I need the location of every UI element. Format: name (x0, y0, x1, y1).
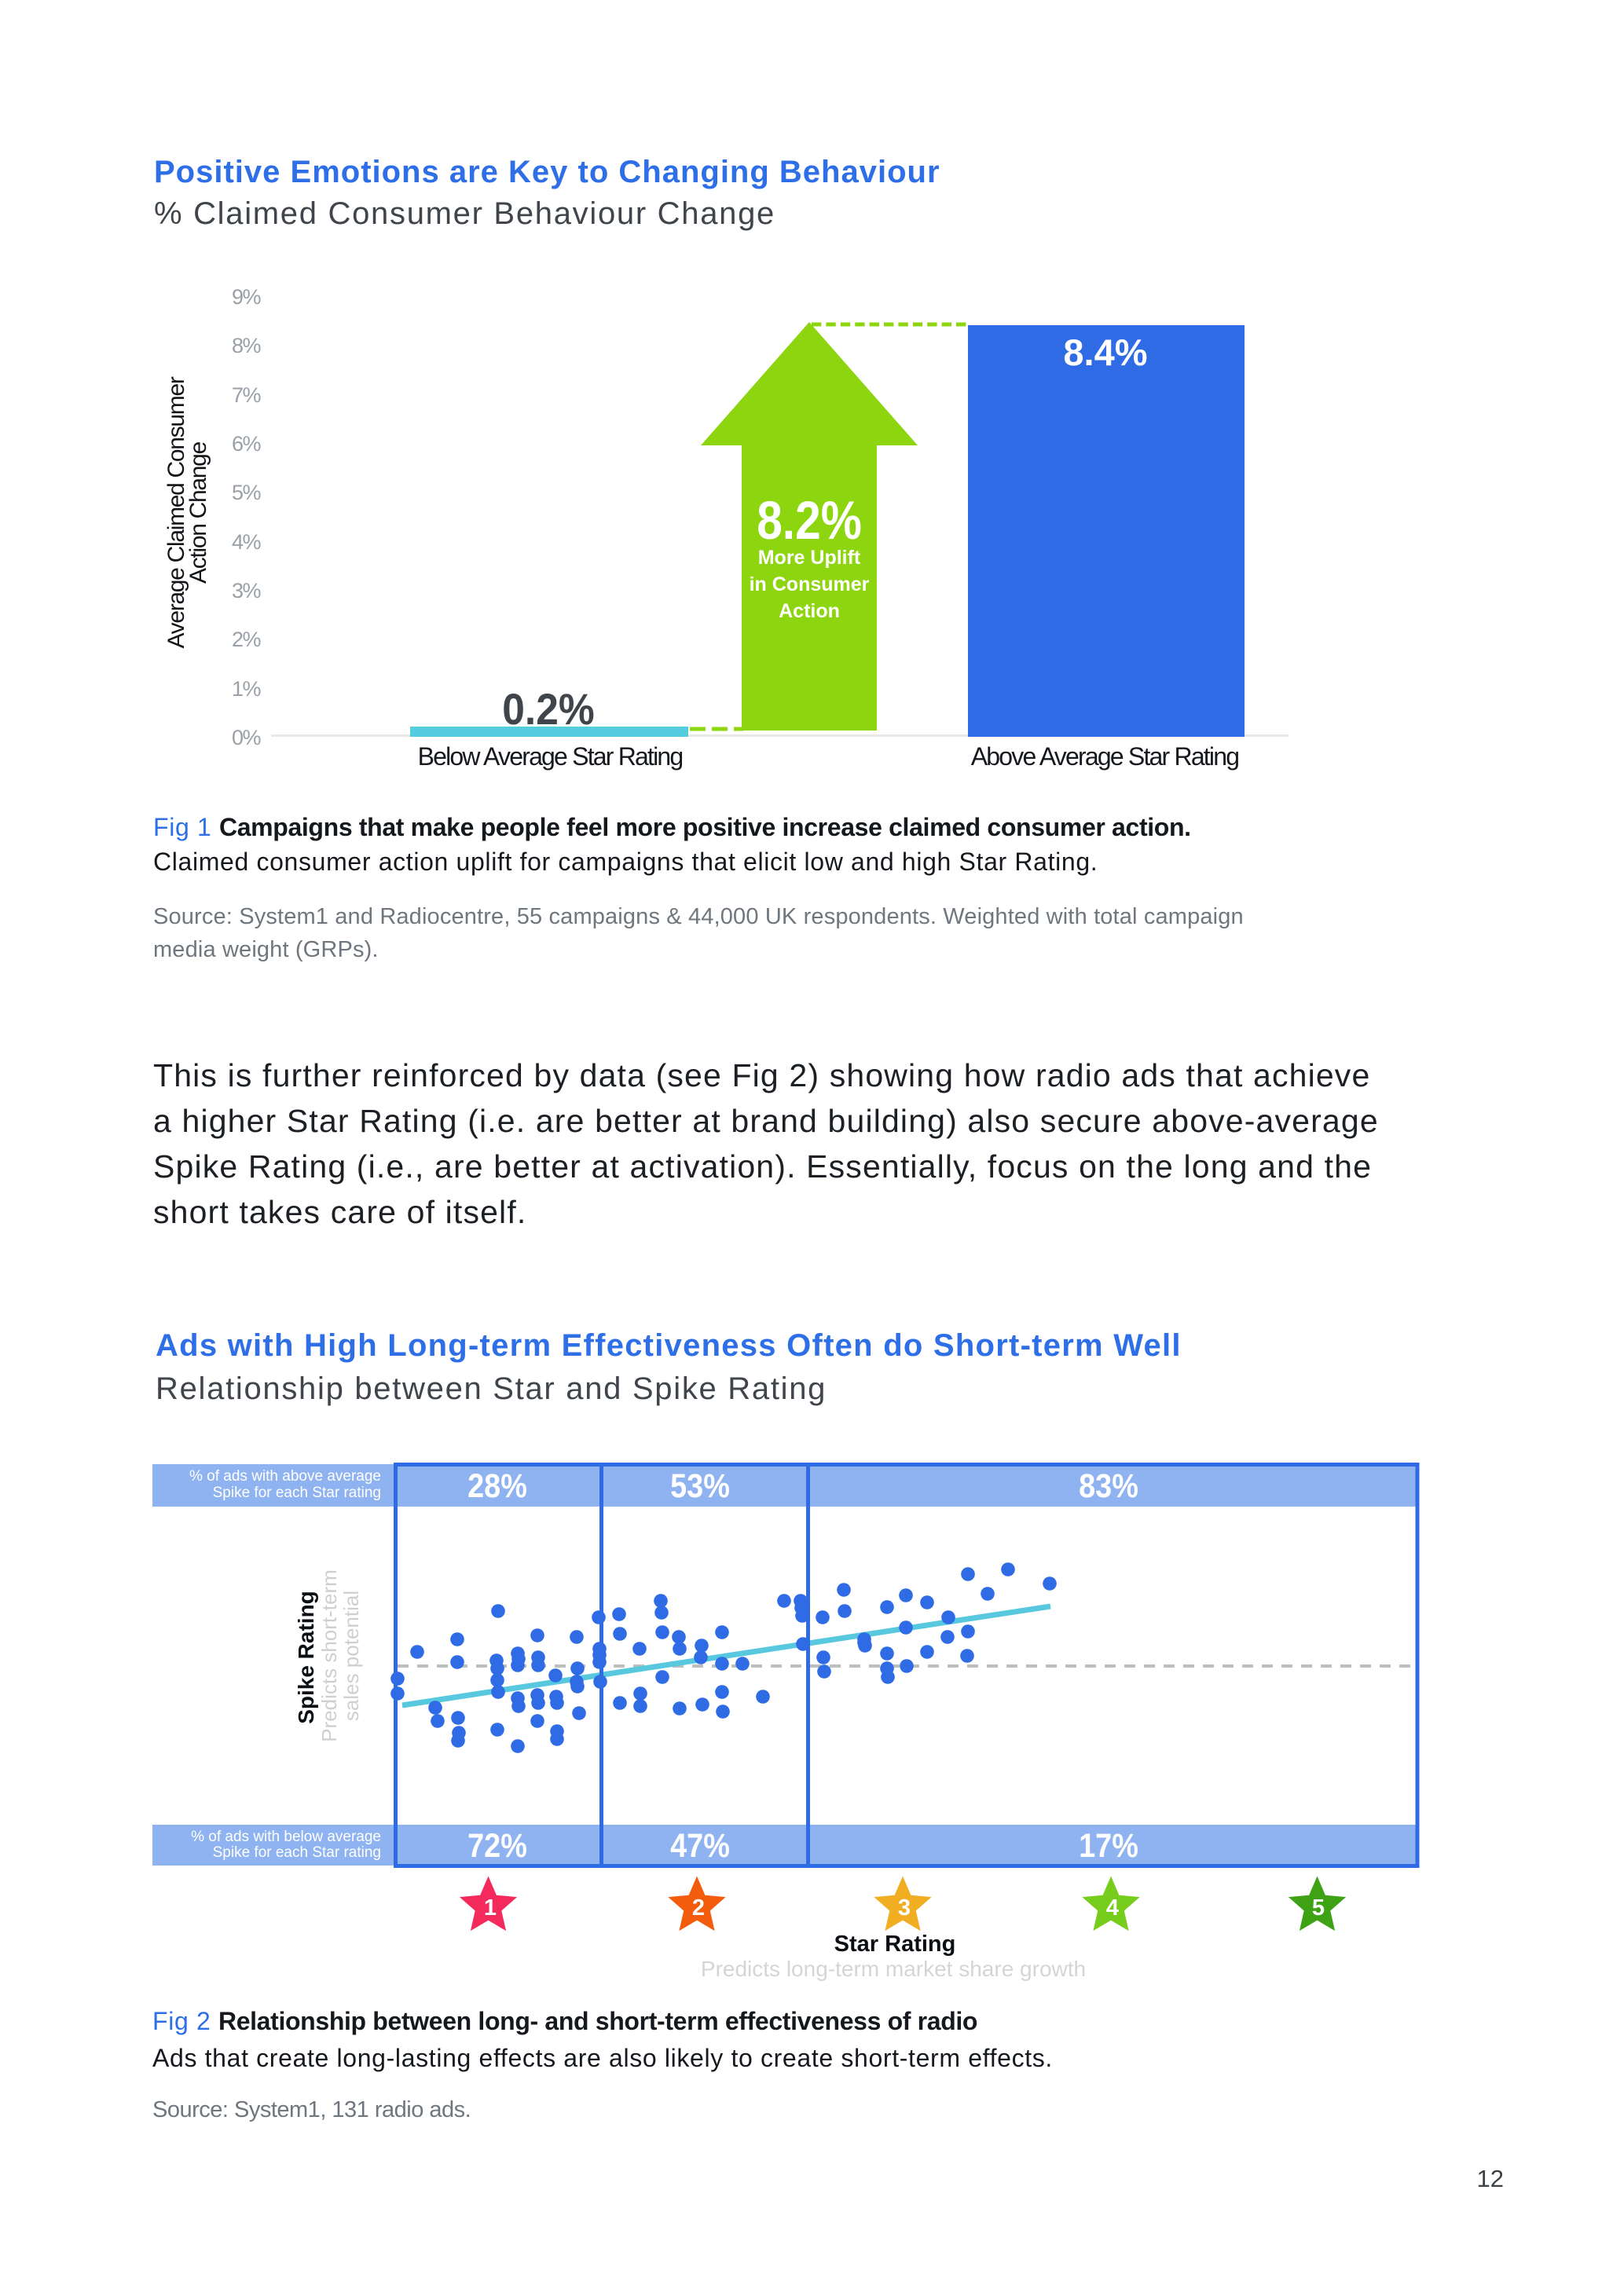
svg-text:17%: 17% (1079, 1826, 1138, 1865)
svg-text:47%: 47% (670, 1826, 730, 1865)
svg-text:5: 5 (1312, 1895, 1325, 1921)
svg-text:1: 1 (484, 1895, 497, 1921)
svg-text:2: 2 (692, 1895, 705, 1921)
svg-text:83%: 83% (1079, 1467, 1138, 1505)
svg-text:Spike Rating: Spike Rating (294, 1591, 318, 1724)
svg-text:3: 3 (898, 1895, 911, 1921)
svg-text:8.2%: 8.2% (757, 490, 862, 551)
svg-text:4: 4 (1106, 1895, 1119, 1921)
svg-text:7%: 7% (232, 383, 262, 407)
svg-text:Spike for each Star rating: Spike for each Star rating (213, 1485, 381, 1501)
svg-text:28%: 28% (467, 1467, 527, 1505)
svg-text:4%: 4% (232, 530, 262, 554)
svg-text:72%: 72% (467, 1826, 527, 1865)
svg-text:% of ads with below average: % of ads with below average (191, 1829, 381, 1845)
svg-text:0%: 0% (232, 726, 262, 749)
svg-text:Spike for each Star rating: Spike for each Star rating (213, 1844, 381, 1861)
svg-text:Predicts long-term market shar: Predicts long-term market share growth (701, 1957, 1086, 1981)
svg-text:3%: 3% (232, 579, 262, 602)
svg-text:Action: Action (779, 600, 840, 622)
svg-text:Predicts short-term: Predicts short-term (317, 1569, 341, 1742)
svg-text:8.4%: 8.4% (1063, 331, 1147, 373)
svg-text:1%: 1% (232, 677, 262, 701)
svg-text:Above Average Star Rating: Above Average Star Rating (971, 742, 1238, 771)
svg-text:9%: 9% (232, 285, 262, 309)
svg-text:More Uplift: More Uplift (758, 547, 861, 569)
svg-text:Below Average Star Rating: Below Average Star Rating (418, 742, 683, 771)
svg-text:Action Change: Action Change (185, 441, 211, 584)
svg-text:Star Rating: Star Rating (834, 1932, 956, 1957)
svg-text:6%: 6% (232, 432, 262, 456)
svg-text:5%: 5% (232, 481, 262, 504)
svg-text:2%: 2% (232, 628, 262, 651)
svg-text:0.2%: 0.2% (502, 685, 594, 734)
svg-text:in Consumer: in Consumer (750, 573, 870, 595)
svg-text:8%: 8% (232, 334, 262, 357)
svg-text:53%: 53% (670, 1467, 730, 1505)
svg-text:sales potential: sales potential (339, 1591, 363, 1721)
svg-text:Average Claimed Consumer: Average Claimed Consumer (163, 376, 189, 648)
svg-text:% of ads with above average: % of ads with above average (189, 1468, 381, 1485)
